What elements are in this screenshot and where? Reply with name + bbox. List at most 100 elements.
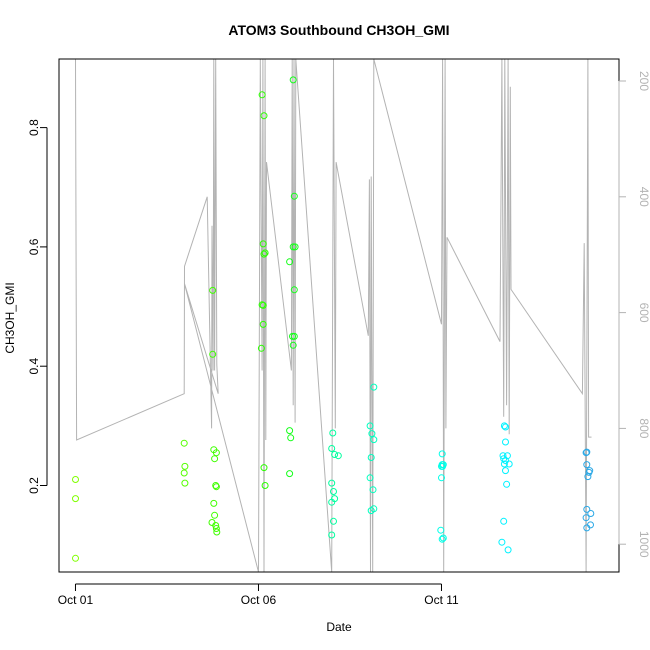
data-point [583, 505, 591, 513]
y-axis: 0.2 0.4 0.6 0.8 [27, 119, 48, 494]
plot-frame [58, 58, 620, 573]
pressure-line [75, 58, 592, 573]
right-tick-label: 200 [637, 71, 650, 91]
data-point [498, 538, 506, 546]
data-point [330, 488, 337, 495]
data-point [500, 455, 508, 463]
data-point [329, 429, 337, 437]
data-point [258, 91, 266, 99]
data-point [181, 462, 189, 470]
data-point [291, 243, 299, 251]
data-point [209, 286, 217, 294]
data-point [259, 320, 267, 328]
data-point [72, 554, 79, 562]
data-point [587, 510, 595, 517]
data-point [370, 383, 378, 391]
data-point [290, 286, 298, 294]
data-point [290, 332, 298, 340]
data-point [260, 112, 268, 120]
data-point [503, 480, 511, 488]
x-axis-label: Date [326, 620, 352, 634]
data-point [328, 479, 336, 487]
data-point [368, 430, 376, 438]
data-point [585, 468, 593, 476]
x-tick-label: Oct 01 [58, 593, 94, 607]
data-point [366, 422, 374, 430]
data-points-layer [72, 76, 595, 562]
y-tick-label: 0.2 [27, 477, 41, 494]
data-point [257, 344, 265, 352]
data-point [369, 486, 377, 494]
pressure-series-layer [75, 58, 592, 573]
data-point [259, 240, 267, 248]
data-point [259, 301, 267, 309]
data-point [180, 469, 188, 477]
data-point [212, 482, 220, 489]
data-point [583, 448, 591, 456]
data-point [72, 476, 79, 483]
x-tick-label: Oct 11 [424, 593, 459, 607]
data-point [286, 258, 294, 266]
data-point [328, 498, 336, 506]
data-point [366, 474, 374, 482]
x-tick-label: Oct 06 [241, 593, 277, 607]
data-point [505, 460, 513, 468]
data-point [289, 76, 297, 84]
right-tick-label: 800 [637, 418, 650, 438]
right-tick-label: 1000 [637, 531, 650, 558]
data-point [260, 250, 268, 258]
data-point [438, 450, 446, 458]
y-tick-label: 0.8 [27, 119, 41, 136]
x-axis: Oct 01 Oct 06 Oct 11 [58, 583, 459, 607]
data-point [331, 451, 339, 458]
data-point [260, 464, 268, 472]
data-point [583, 461, 591, 469]
data-point [261, 249, 269, 257]
data-point [334, 452, 342, 460]
data-point [500, 517, 508, 525]
data-point [367, 507, 375, 515]
data-point [583, 524, 591, 532]
data-point [180, 439, 188, 447]
data-point [500, 460, 508, 468]
data-point [289, 341, 297, 349]
data-point [209, 350, 217, 358]
right-tick-label: 600 [637, 303, 650, 323]
data-point [181, 479, 189, 487]
data-point [500, 422, 508, 430]
data-point [213, 528, 221, 536]
data-point [287, 434, 295, 442]
data-point [72, 495, 79, 503]
data-point [330, 517, 337, 525]
data-point [582, 514, 590, 522]
data-point [286, 427, 294, 435]
data-point [211, 511, 219, 519]
data-point [584, 473, 592, 481]
data-point [328, 531, 336, 539]
data-point [286, 470, 294, 478]
data-point [438, 474, 445, 482]
y-tick-label: 0.6 [27, 238, 41, 255]
data-point [290, 192, 298, 200]
data-point [289, 243, 297, 251]
data-point [502, 467, 509, 475]
data-point [261, 482, 269, 489]
data-point [504, 546, 512, 554]
right-tick-label: 400 [637, 187, 650, 207]
data-point [439, 534, 447, 542]
data-point [502, 457, 509, 464]
y-axis-label: CH3OH_GMI [3, 282, 17, 353]
data-point [212, 522, 220, 529]
data-point [582, 449, 590, 457]
data-point [502, 423, 509, 431]
data-point [210, 499, 218, 507]
right-axis: 200 400 600 800 1000 [618, 71, 650, 558]
data-point [367, 454, 375, 461]
chart-title: ATOM3 Southbound CH3OH_GMI [228, 22, 449, 38]
data-point [437, 526, 445, 534]
data-point [211, 455, 219, 463]
data-point [328, 445, 336, 452]
data-point [502, 438, 509, 446]
data-point [212, 483, 220, 491]
